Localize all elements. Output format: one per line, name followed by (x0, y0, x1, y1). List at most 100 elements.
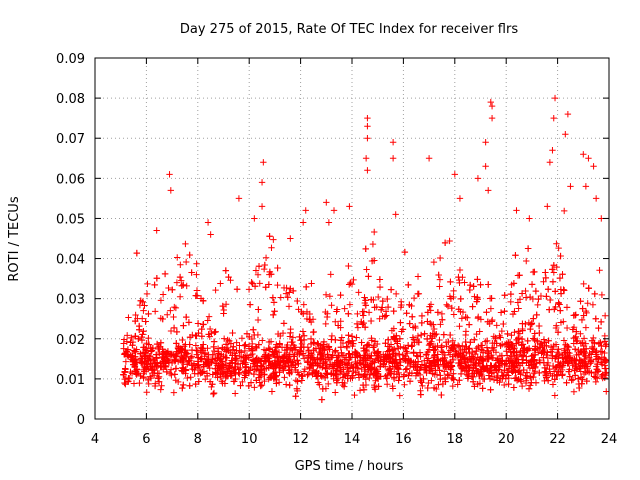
data-point (457, 356, 465, 364)
data-point (405, 357, 412, 364)
data-point (501, 381, 508, 389)
data-point (279, 329, 287, 337)
axis-ticks: 4 6 8 10 12 14 16 18 20 22 24 0 0.01 0.02 0.03 0.04 0.05… (56, 52, 617, 447)
data-point (528, 320, 536, 328)
data-point (382, 340, 389, 347)
data-point (180, 381, 187, 389)
data-point (296, 350, 303, 358)
data-point (544, 286, 552, 293)
data-point (241, 368, 249, 375)
x-axis-label: GPS time / hours (295, 459, 404, 474)
data-point (358, 339, 365, 346)
data-point (260, 159, 267, 166)
data-point (168, 371, 175, 379)
data-point (363, 266, 370, 273)
data-point (210, 390, 217, 398)
data-point (354, 352, 361, 360)
data-point (326, 292, 334, 300)
data-point (424, 357, 431, 364)
data-point (287, 235, 294, 242)
data-point (519, 356, 527, 363)
data-point (258, 203, 266, 210)
data-point (595, 324, 602, 332)
data-point (580, 335, 588, 342)
data-point (515, 328, 522, 335)
data-point (518, 382, 526, 390)
data-point (211, 329, 218, 336)
data-point (393, 359, 401, 366)
data-point (360, 308, 368, 315)
data-point (488, 318, 496, 325)
data-point (194, 362, 201, 369)
data-point (299, 219, 307, 226)
data-point (361, 294, 368, 301)
data-point (473, 330, 480, 338)
data-point (233, 339, 240, 346)
data-point (360, 319, 367, 327)
data-point (432, 367, 439, 374)
data-point (207, 231, 214, 238)
data-point (435, 271, 442, 279)
data-point (322, 320, 329, 328)
data-point (414, 290, 422, 298)
data-point (141, 302, 148, 309)
y-tick-label: 0.02 (56, 333, 85, 348)
data-point (552, 324, 560, 332)
data-point (523, 257, 530, 265)
data-point (502, 360, 510, 367)
data-point (286, 289, 293, 296)
data-point (603, 388, 610, 395)
data-point (456, 359, 463, 367)
data-point (186, 382, 193, 389)
data-point (571, 346, 579, 353)
data-point (389, 139, 397, 146)
data-point (172, 357, 179, 364)
data-point (141, 368, 148, 375)
data-point (436, 276, 444, 283)
data-point (182, 258, 190, 266)
data-point (396, 351, 403, 358)
data-point (345, 281, 353, 288)
data-point (147, 348, 155, 355)
data-point (555, 368, 562, 376)
data-point (568, 377, 575, 384)
data-point (214, 355, 221, 362)
data-point (414, 273, 422, 280)
data-point (397, 319, 404, 326)
data-point (186, 251, 193, 259)
data-point (482, 163, 489, 170)
data-point (370, 344, 377, 351)
data-point (519, 341, 527, 348)
data-point (186, 341, 193, 348)
data-point (187, 374, 194, 381)
data-point (422, 351, 430, 359)
data-point (319, 364, 326, 371)
data-point (523, 346, 530, 354)
data-point (515, 359, 522, 366)
data-point (242, 341, 249, 348)
data-point (446, 331, 454, 339)
data-point (417, 331, 425, 339)
x-tick-label: 20 (498, 432, 515, 447)
data-point (281, 374, 288, 381)
data-point (229, 329, 236, 337)
data-point (602, 365, 610, 372)
data-point (335, 360, 342, 367)
data-point (212, 286, 219, 294)
data-point (364, 122, 371, 130)
data-point (518, 342, 525, 349)
data-point (582, 324, 590, 331)
data-point (158, 354, 166, 362)
data-point (462, 328, 470, 335)
data-point (471, 370, 478, 377)
data-point (510, 280, 518, 287)
data-point (144, 280, 151, 288)
data-point (362, 245, 369, 253)
data-point (519, 360, 526, 367)
data-point (220, 310, 227, 317)
data-point (252, 267, 260, 274)
data-point (242, 363, 249, 370)
data-point (345, 310, 352, 317)
data-point (220, 335, 228, 342)
data-point (602, 357, 610, 365)
